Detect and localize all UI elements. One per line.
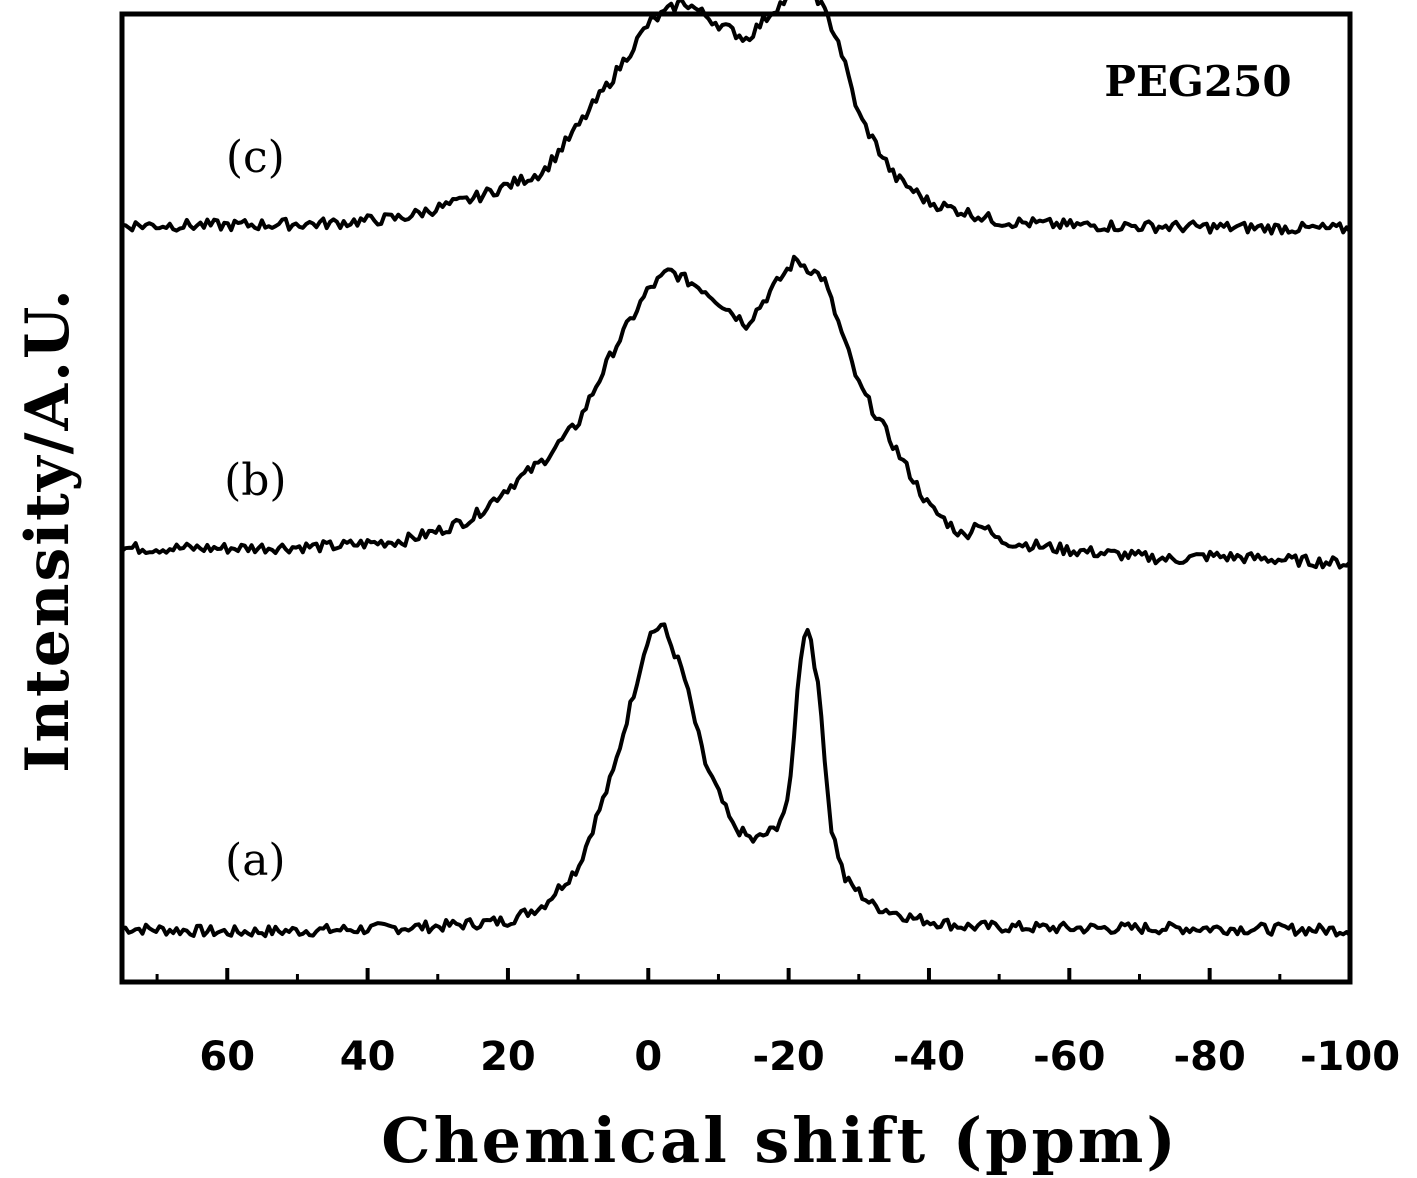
x-tick-label: 40 xyxy=(340,1034,396,1080)
x-tick-label: 60 xyxy=(199,1034,255,1080)
x-tick-label: -40 xyxy=(893,1034,965,1080)
series-label-b: (b) xyxy=(224,455,287,506)
peg250-annotation: PEG250 xyxy=(1104,57,1291,106)
series-label-a: (a) xyxy=(225,835,286,886)
x-tick-label: 0 xyxy=(634,1034,662,1080)
x-tick-label: -20 xyxy=(752,1034,824,1080)
plot-frame xyxy=(119,11,1353,985)
spectrum-a xyxy=(121,622,1352,939)
spectrum-b xyxy=(120,254,1352,570)
y-axis-title: Intensity/A.U. xyxy=(13,287,83,772)
x-tick-label: -60 xyxy=(1033,1034,1105,1080)
x-tick-label: -100 xyxy=(1300,1034,1400,1080)
x-axis-title: Chemical shift (ppm) xyxy=(381,1104,1179,1177)
x-tick-label: 20 xyxy=(480,1034,536,1080)
spectra xyxy=(120,0,1352,939)
x-tick-label: -80 xyxy=(1174,1034,1246,1080)
x-axis-ticks xyxy=(155,968,1352,982)
series-labels: (a) (b) (c) xyxy=(224,132,287,886)
series-label-c: (c) xyxy=(226,132,285,183)
spectrum-c xyxy=(121,0,1352,236)
x-axis-tick-labels: 60 40 20 0 -20 -40 -60 -80 -100 xyxy=(199,1034,1400,1080)
